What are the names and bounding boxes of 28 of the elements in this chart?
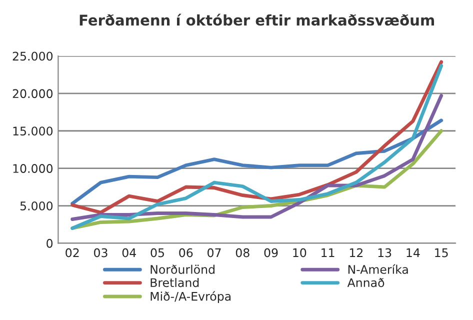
x-tick-label: 10 <box>293 248 306 258</box>
chart-title: Ferðamenn í október eftir markaðssvæðum <box>80 14 434 26</box>
y-tick-label: 5.000 <box>20 201 53 210</box>
line-series <box>70 118 444 206</box>
legend-label: Mið-/A-Evrópa <box>150 291 231 304</box>
y-tick-label: 20.000 <box>12 89 53 98</box>
y-tick-label: 0 <box>46 238 53 248</box>
legend-label: Norðurlönd <box>150 264 214 274</box>
x-tick-label: 12 <box>350 248 362 258</box>
x-tick-label: 14 <box>406 248 420 258</box>
legend-label: Annað <box>347 278 384 288</box>
x-tick-label: 08 <box>236 248 250 258</box>
x-tick-label: 11 <box>322 248 334 258</box>
x-tick-label: 13 <box>378 248 392 258</box>
x-tick-label: 02 <box>66 248 79 258</box>
x-tick-label: 06 <box>179 248 193 258</box>
legend-label: Bretland <box>150 278 199 288</box>
x-tick-label: 04 <box>122 248 136 258</box>
x-tick-label: 05 <box>150 248 164 258</box>
y-tick-label: 15.000 <box>13 126 53 136</box>
x-tick-label: 07 <box>208 248 221 258</box>
legend-label: N-Ameríka <box>348 264 408 274</box>
x-tick-label: 09 <box>264 248 278 258</box>
x-tick-label: 03 <box>94 248 108 258</box>
y-tick-label: 10.000 <box>13 164 53 173</box>
y-tick-label: 25.000 <box>12 52 53 61</box>
line-series <box>70 94 444 221</box>
x-tick-label: 15 <box>435 248 448 258</box>
